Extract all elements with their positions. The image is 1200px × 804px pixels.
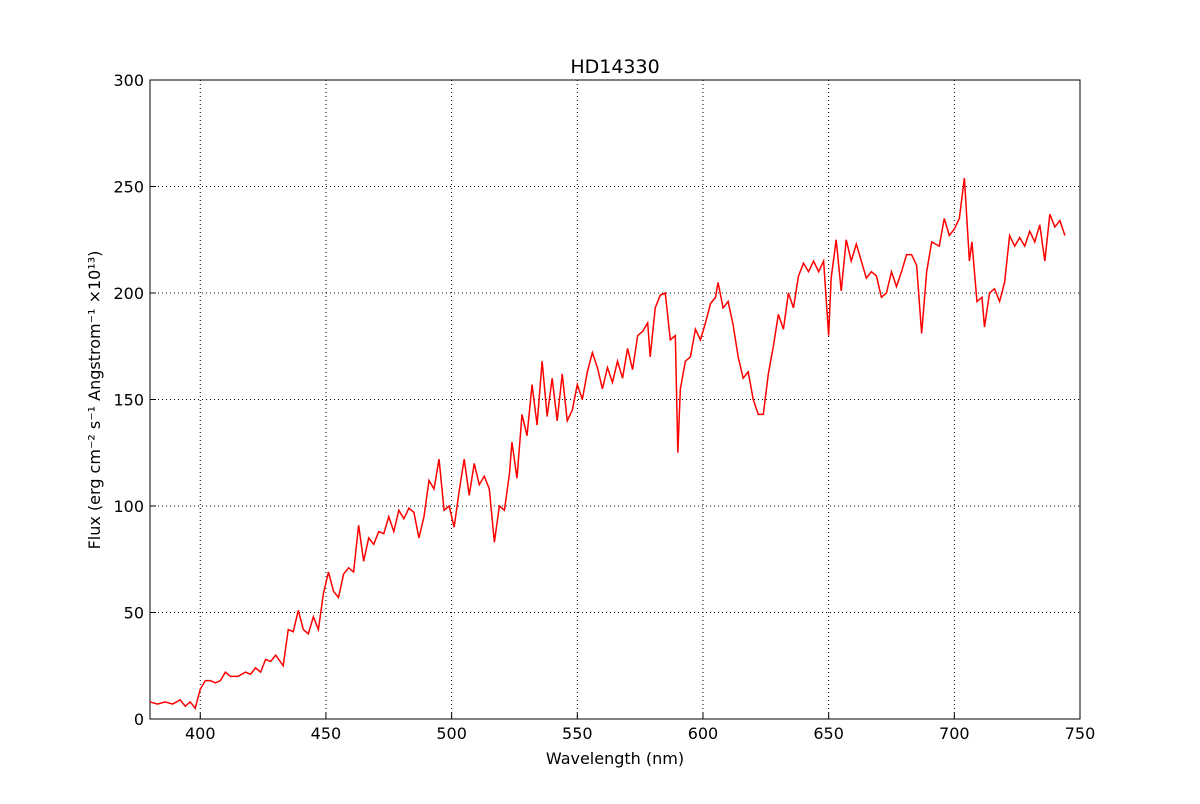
chart-title: HD14330 bbox=[570, 56, 659, 78]
plot-frame bbox=[149, 79, 1081, 720]
y-tick-label: 100 bbox=[113, 497, 144, 516]
y-tick-label: 50 bbox=[124, 604, 144, 623]
x-tick-label: 500 bbox=[436, 724, 467, 743]
x-axis-label: Wavelength (nm) bbox=[546, 749, 684, 768]
y-tick-label: 200 bbox=[113, 284, 144, 303]
x-tick-label: 600 bbox=[688, 724, 719, 743]
data-line bbox=[149, 177, 1066, 710]
x-tick-label: 400 bbox=[185, 724, 216, 743]
x-tick-label: 450 bbox=[311, 724, 342, 743]
y-tick-label: 0 bbox=[134, 710, 144, 729]
y-tick-label: 250 bbox=[113, 178, 144, 197]
y-tick-label: 150 bbox=[113, 391, 144, 410]
y-axis-label: Flux (erg cm⁻² s⁻¹ Angstrom⁻¹ ×10¹³) bbox=[85, 251, 104, 550]
x-tick-label: 550 bbox=[562, 724, 593, 743]
y-tick-label: 300 bbox=[113, 71, 144, 90]
x-tick-label: 700 bbox=[939, 724, 970, 743]
x-tick-label: 650 bbox=[813, 724, 844, 743]
x-tick-label: 750 bbox=[1065, 724, 1096, 743]
